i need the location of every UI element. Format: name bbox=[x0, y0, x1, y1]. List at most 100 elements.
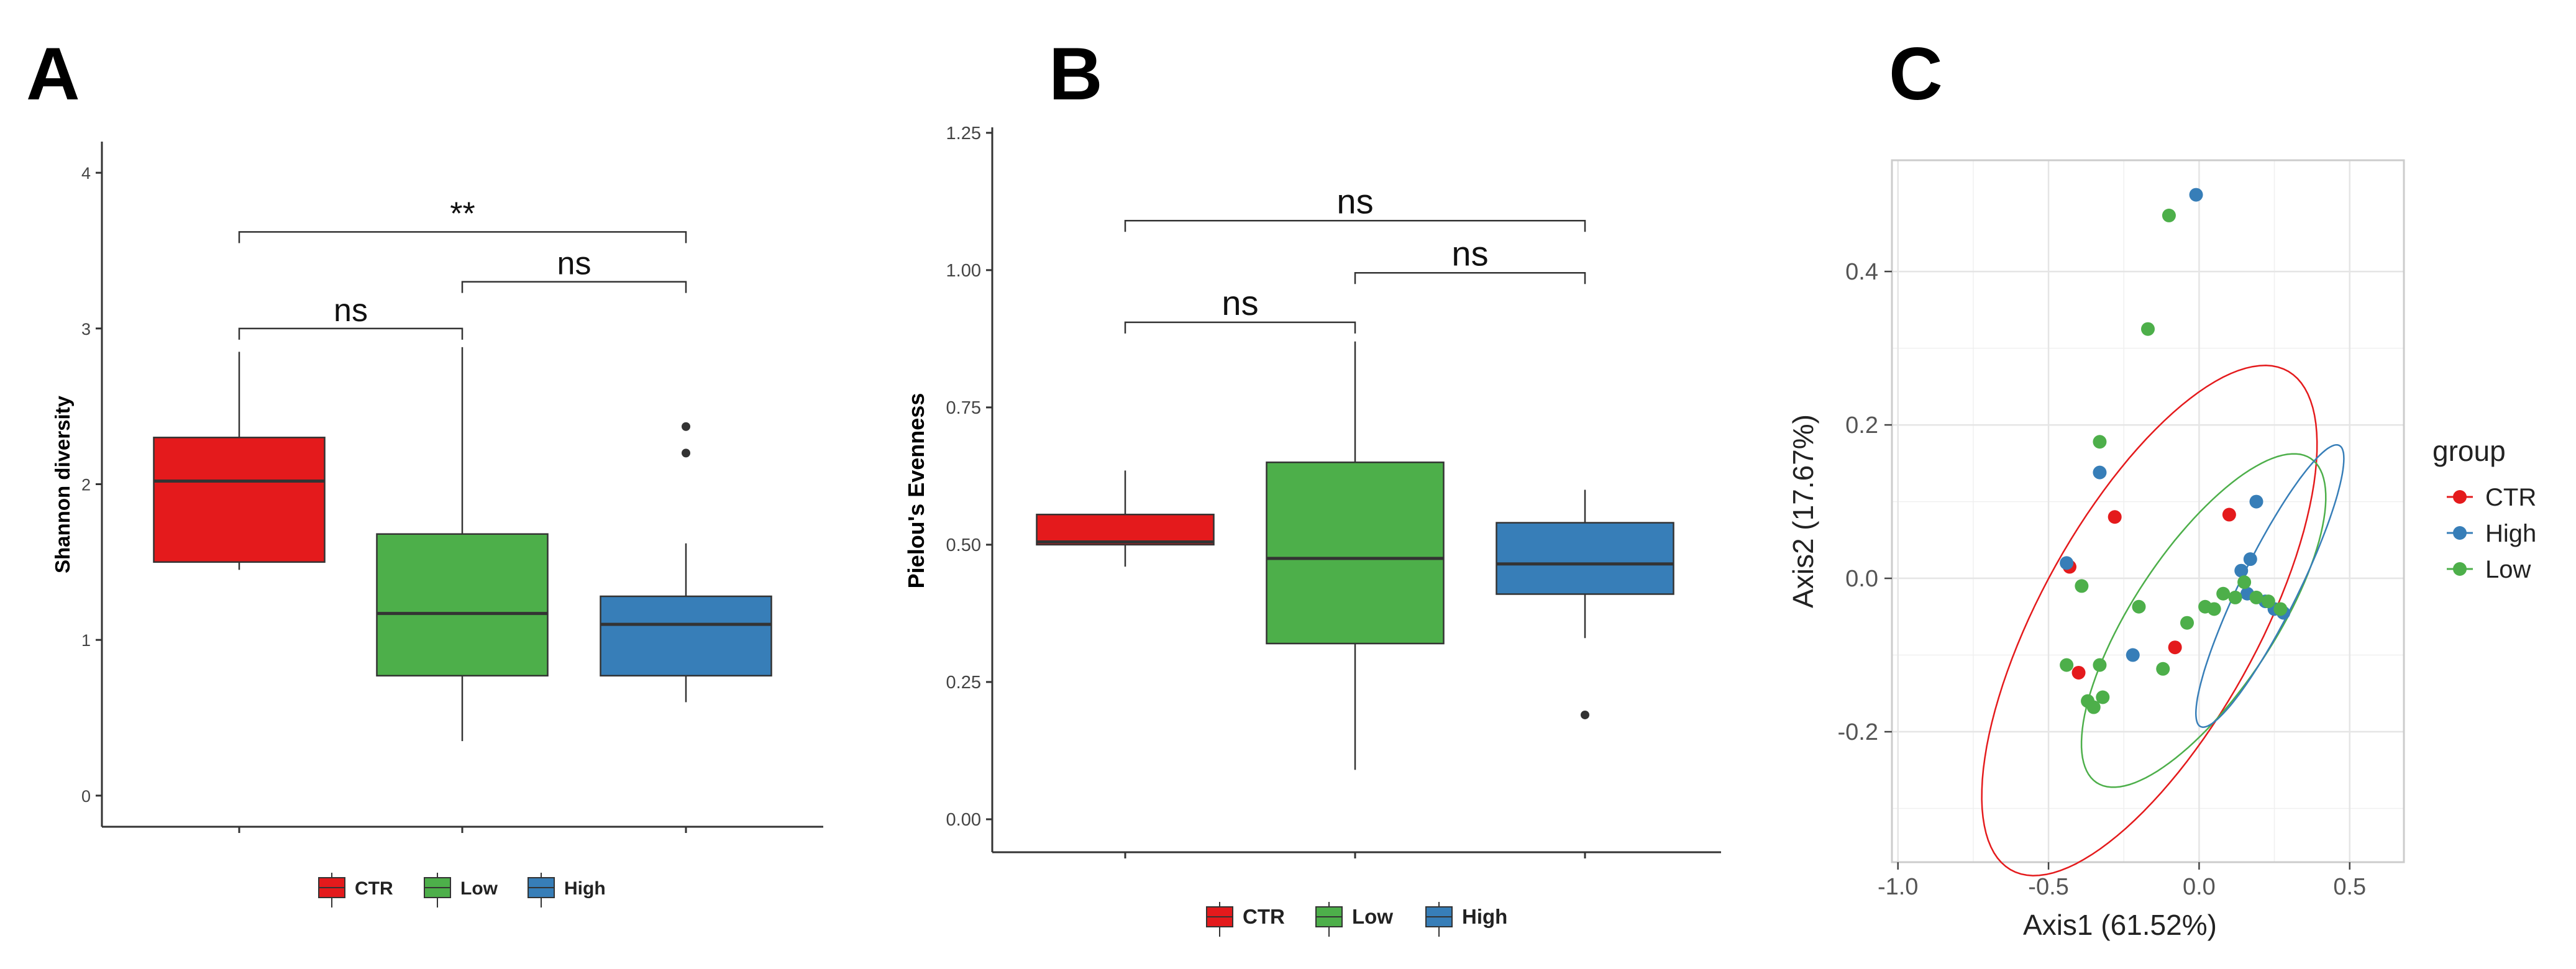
x-tick-label: 0.5 bbox=[2333, 874, 2366, 900]
point-low bbox=[2216, 586, 2231, 601]
y-tick-label: 0.0 bbox=[1845, 566, 1878, 592]
point-low bbox=[2132, 599, 2146, 614]
x-ticks: -1.0 -0.5 0.0 0.5 bbox=[1878, 862, 2366, 900]
significance-label: ns bbox=[1451, 234, 1488, 273]
point-low bbox=[2207, 602, 2221, 616]
box-iqr bbox=[1036, 514, 1215, 546]
grid bbox=[1892, 160, 2404, 862]
legend: CTR Low High bbox=[318, 873, 606, 908]
point-low bbox=[2086, 700, 2101, 714]
point-low bbox=[2237, 575, 2252, 589]
point-low bbox=[2162, 208, 2176, 222]
y-tick-label: 0.00 bbox=[946, 810, 981, 830]
scatter-points bbox=[2060, 188, 2291, 714]
significance-label: ns bbox=[557, 246, 591, 282]
point-low bbox=[2096, 690, 2110, 704]
box-high bbox=[1496, 489, 1674, 719]
x-ticks bbox=[1124, 852, 1586, 858]
y-tick-label: 2 bbox=[81, 476, 91, 494]
point-low bbox=[2273, 602, 2288, 616]
point-high bbox=[2234, 563, 2249, 578]
y-tick-label: 4 bbox=[81, 164, 91, 183]
box-iqr bbox=[376, 533, 549, 677]
legend-key-high bbox=[2453, 526, 2467, 540]
legend-label: CTR bbox=[2485, 484, 2536, 511]
y-ticks: 0 1 2 3 4 bbox=[81, 164, 102, 806]
y-tick-label: 0.50 bbox=[946, 535, 981, 555]
outlier-point bbox=[682, 422, 690, 431]
y-tick-label: 0.4 bbox=[1845, 259, 1878, 285]
plot-background bbox=[1892, 160, 2404, 862]
y-tick-label: -0.2 bbox=[1838, 719, 1878, 745]
panel-label-a: A bbox=[26, 32, 80, 116]
legend-title: group bbox=[2432, 435, 2506, 467]
comparison-bracket bbox=[238, 231, 687, 243]
outlier-point bbox=[1581, 710, 1589, 719]
y-tick-label: 0.75 bbox=[946, 398, 981, 418]
y-ticks: -0.2 0.0 0.2 0.4 bbox=[1838, 259, 1892, 745]
plot-area bbox=[1036, 341, 1674, 770]
box-low bbox=[376, 347, 549, 742]
legend-label: High bbox=[2485, 520, 2536, 547]
panel-label-c: C bbox=[1889, 32, 1943, 116]
box-iqr bbox=[153, 437, 326, 563]
legend: group CTR High Low bbox=[2432, 435, 2536, 583]
legend: CTR Low High bbox=[1206, 902, 1507, 937]
point-low bbox=[2261, 594, 2275, 609]
legend-label: CTR bbox=[355, 878, 393, 899]
y-tick-label: 1.00 bbox=[946, 261, 981, 281]
legend-label: Low bbox=[460, 878, 498, 899]
significance-label: ns bbox=[334, 293, 368, 329]
significance-label: ns bbox=[1222, 283, 1258, 322]
legend-label: CTR bbox=[1243, 905, 1285, 928]
significance-brackets: ns ns ns bbox=[1124, 181, 1586, 334]
ellipse-ctr bbox=[1981, 365, 2318, 876]
y-tick-label: 0.25 bbox=[946, 673, 981, 693]
box-low bbox=[1266, 341, 1445, 770]
y-tick-label: 1.25 bbox=[946, 124, 981, 143]
x-ticks bbox=[238, 827, 687, 833]
point-high bbox=[2126, 648, 2140, 662]
y-axis-label: Pielou's Evenness bbox=[903, 393, 929, 589]
point-ctr bbox=[2108, 510, 2122, 524]
comparison-bracket bbox=[238, 327, 464, 340]
x-axis-label: Axis1 (61.52%) bbox=[2023, 909, 2217, 941]
point-ctr bbox=[2168, 640, 2182, 655]
x-tick-label: 0.0 bbox=[2183, 874, 2216, 900]
outlier-point bbox=[682, 448, 690, 458]
panel-b: B 0.00 0.25 0.50 0.75 1.00 1.25 ns ns ns Pielou… bbox=[903, 32, 1721, 937]
point-low bbox=[2060, 658, 2074, 672]
point-high bbox=[2093, 465, 2107, 480]
point-low bbox=[2156, 662, 2170, 676]
legend-key-ctr bbox=[2453, 490, 2467, 504]
comparison-bracket bbox=[1124, 220, 1586, 232]
plot-area bbox=[153, 347, 772, 742]
point-ctr bbox=[2071, 665, 2086, 680]
x-tick-label: -0.5 bbox=[2028, 874, 2068, 900]
point-high bbox=[2249, 494, 2263, 509]
point-low bbox=[2180, 616, 2195, 630]
x-tick-label: -1.0 bbox=[1878, 874, 1918, 900]
box-ctr bbox=[1036, 470, 1215, 567]
point-low bbox=[2093, 658, 2107, 672]
comparison-bracket bbox=[1354, 272, 1586, 284]
y-tick-label: 0 bbox=[81, 787, 91, 806]
significance-label: ns bbox=[1336, 181, 1373, 221]
panel-border bbox=[1891, 159, 2405, 863]
comparison-bracket bbox=[461, 281, 687, 293]
box-iqr bbox=[1266, 462, 1445, 645]
box-iqr bbox=[1496, 522, 1674, 595]
y-tick-label: 1 bbox=[81, 631, 91, 650]
y-axis-label: Shannon diversity bbox=[51, 395, 74, 573]
point-high bbox=[2243, 552, 2257, 566]
box-ctr bbox=[153, 352, 326, 570]
point-low bbox=[2141, 322, 2155, 336]
y-ticks: 0.00 0.25 0.50 0.75 1.00 1.25 bbox=[946, 124, 992, 830]
box-iqr bbox=[600, 595, 772, 677]
legend-label: High bbox=[1462, 905, 1507, 928]
confidence-ellipses bbox=[1981, 365, 2345, 876]
significance-brackets: ns ns ** bbox=[238, 196, 687, 340]
comparison-bracket bbox=[1124, 321, 1356, 334]
point-low bbox=[2075, 579, 2089, 593]
